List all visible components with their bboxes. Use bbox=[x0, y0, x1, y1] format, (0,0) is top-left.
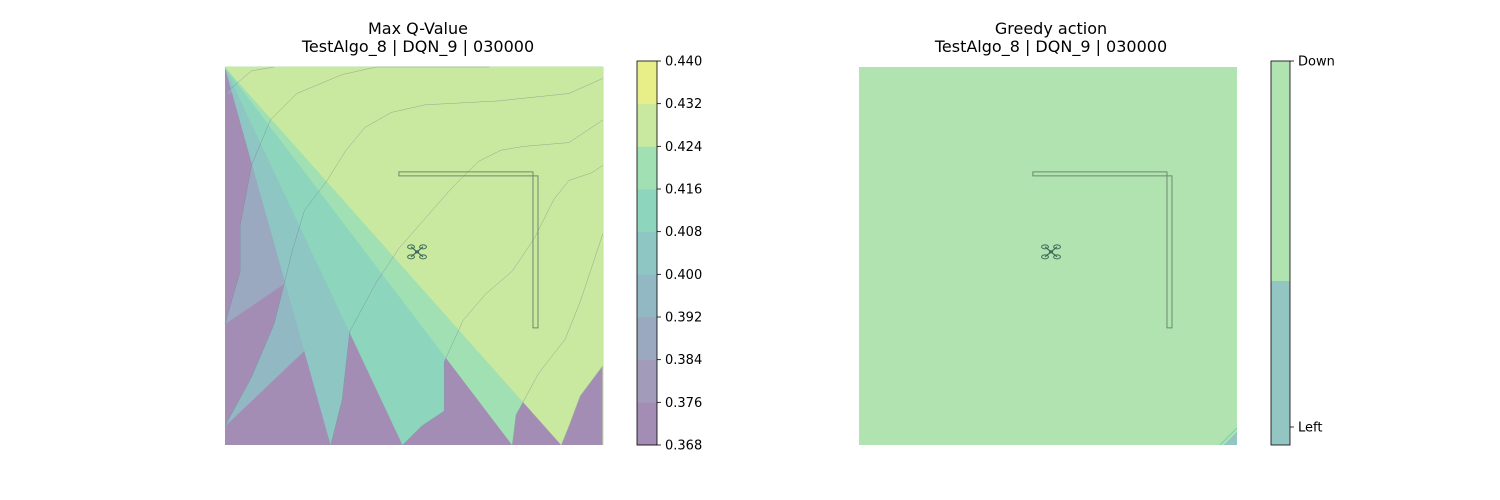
drone-rotor bbox=[407, 244, 415, 250]
colorbar-tick-label: 0.408 bbox=[665, 225, 702, 240]
chart-title: Max Q-Value bbox=[368, 19, 468, 38]
drone-rotor bbox=[419, 254, 427, 260]
chart-subtitle: TestAlgo_8 | DQN_9 | 030000 bbox=[301, 37, 534, 57]
drone-rotor bbox=[1053, 244, 1061, 250]
contour-line bbox=[224, 78, 604, 427]
colorbar-tick-label: 0.432 bbox=[665, 97, 702, 112]
chart-max-q-value: Max Q-Value TestAlgo_8 | DQN_9 | 030000 bbox=[224, 19, 604, 446]
drone-icon bbox=[1041, 244, 1061, 260]
colorbar-band bbox=[637, 189, 657, 233]
chart-title: Greedy action bbox=[995, 19, 1107, 38]
colorbar-band bbox=[637, 402, 657, 446]
colorbar-q-value: 0.368 0.376 0.384 0.392 0.400 0.408 0.416 0.424… bbox=[636, 55, 702, 454]
action-boundary bbox=[1219, 427, 1238, 446]
colorbar-band bbox=[637, 146, 657, 190]
colorbar-frame bbox=[1270, 60, 1291, 446]
colorbar-band bbox=[637, 103, 657, 147]
wall-segment bbox=[398, 171, 539, 329]
colorbar-tick-label: 0.368 bbox=[665, 439, 702, 454]
chart-greedy-action: Greedy action TestAlgo_8 | DQN_9 | 03000… bbox=[859, 19, 1238, 446]
contour-lines bbox=[224, 66, 604, 446]
drone-rotor bbox=[1041, 254, 1049, 260]
colorbar-tick-label: 0.424 bbox=[665, 140, 702, 155]
drone-rotor bbox=[407, 254, 415, 260]
drone-icon bbox=[407, 244, 427, 260]
drone-rotor bbox=[1053, 254, 1061, 260]
colorbar-tick-label: 0.440 bbox=[665, 55, 702, 70]
drone-body bbox=[1049, 250, 1054, 254]
colorbar-tick-label: 0.384 bbox=[665, 353, 702, 368]
colorbar-band bbox=[637, 317, 657, 361]
colorbar-tick-label: Left bbox=[1298, 421, 1322, 436]
drone-rotor bbox=[1041, 244, 1049, 250]
wall-segment bbox=[1032, 171, 1173, 329]
contour-line bbox=[402, 165, 604, 446]
colorbar-tick-label: 0.392 bbox=[665, 311, 702, 326]
action-region-left bbox=[1223, 431, 1237, 445]
colorbar-band bbox=[637, 231, 657, 275]
colorbar-tick-label: Down bbox=[1298, 55, 1335, 70]
wall-overlay bbox=[398, 171, 539, 329]
contour-line bbox=[561, 365, 604, 446]
colorbar-band bbox=[637, 359, 657, 403]
contour-line bbox=[512, 233, 604, 446]
colorbar-frame bbox=[636, 60, 658, 446]
colorbar-band bbox=[637, 274, 657, 318]
colorbar-tick-label: 0.376 bbox=[665, 396, 702, 411]
colorbar-band bbox=[637, 61, 657, 105]
drone-rotor bbox=[419, 244, 427, 250]
contour-line bbox=[330, 119, 604, 446]
colorbar-tick-label: 0.416 bbox=[665, 183, 702, 198]
chart-subtitle: TestAlgo_8 | DQN_9 | 030000 bbox=[934, 37, 1167, 57]
colorbar-band-left bbox=[1271, 281, 1290, 445]
colorbar-tick-label: 0.400 bbox=[665, 268, 702, 283]
wall-overlay bbox=[1032, 171, 1173, 329]
colorbar-band-down bbox=[1271, 61, 1290, 281]
drone-body bbox=[415, 250, 420, 254]
contour-line bbox=[224, 66, 275, 94]
contour-line bbox=[224, 66, 490, 325]
colorbar-action: Down Left bbox=[1270, 55, 1335, 446]
